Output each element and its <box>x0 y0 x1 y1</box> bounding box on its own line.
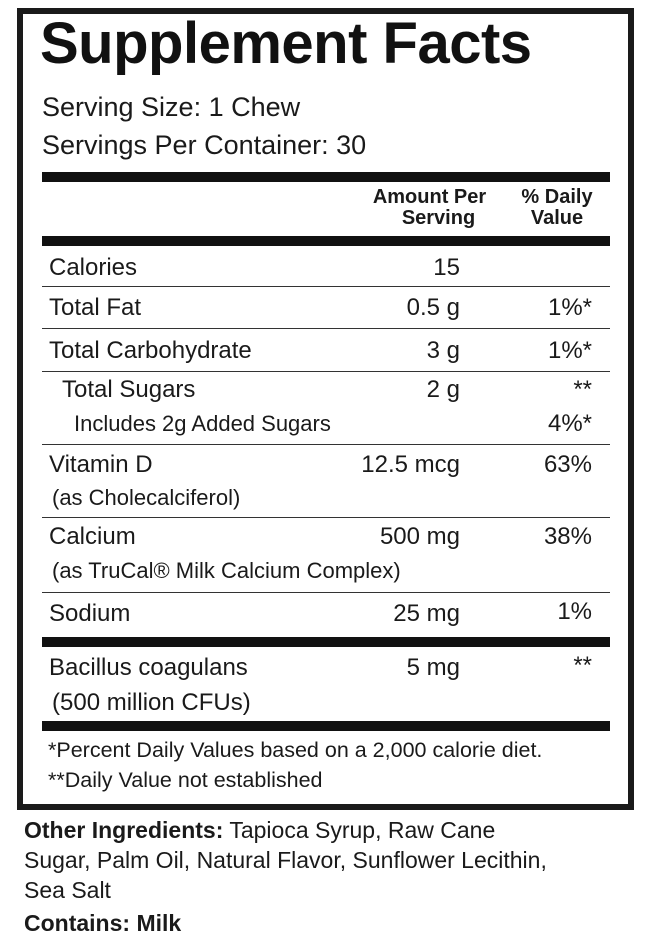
nutrient-amount: 2 g <box>426 376 460 403</box>
divider-thin <box>42 517 610 518</box>
nutrient-amount: 500 mg <box>379 523 460 550</box>
nutrient-name: Total Fat <box>49 294 142 321</box>
dv-header-line1: % Daily <box>521 186 593 208</box>
divider-thick <box>42 172 610 182</box>
amount-header-line2: Serving <box>401 207 476 229</box>
nutrient-dv: 63% <box>543 451 592 478</box>
nutrient-dv: ** <box>573 376 592 403</box>
nutrient-dv: 38% <box>543 523 592 550</box>
divider-thick <box>42 637 610 647</box>
nutrient-amount: 12.5 mcg <box>361 451 460 478</box>
nutrient-amount: 3 g <box>426 337 460 364</box>
servings-per-container: Servings Per Container: 30 <box>42 130 367 160</box>
nutrient-dv: 1%* <box>547 294 592 321</box>
nutrient-amount: 5 mg <box>406 654 460 681</box>
nutrient-detail: (500 million CFUs) <box>52 689 251 716</box>
nutrient-dv: 1% <box>557 598 592 625</box>
nutrient-name: Includes 2g Added Sugars <box>74 411 331 436</box>
divider-thick <box>42 236 610 246</box>
divider-thin <box>42 328 610 329</box>
footnote-not-established: **Daily Value not established <box>48 768 323 792</box>
nutrient-name: Total Sugars <box>62 376 196 403</box>
serving-size: Serving Size: 1 Chew <box>42 92 301 122</box>
contains-allergen: Contains: Milk <box>24 910 182 936</box>
amount-header-line1: Amount Per <box>372 186 487 208</box>
divider-thin <box>42 592 610 593</box>
panel-title: Supplement Facts <box>40 11 532 76</box>
supplement-facts-panel <box>17 8 634 810</box>
divider-thin <box>42 371 610 372</box>
nutrient-amount: 15 <box>433 254 460 281</box>
other-ingredients-text: Tapioca Syrup, Raw Cane <box>223 817 496 843</box>
nutrient-dv: 4%* <box>547 410 592 437</box>
amount-header: Amount Per Serving <box>372 187 487 229</box>
nutrient-dv: 1%* <box>547 337 592 364</box>
divider-thin <box>42 444 610 445</box>
divider-thick <box>42 721 610 731</box>
nutrient-name: Sodium <box>49 600 131 627</box>
nutrient-detail: (as TruCal® Milk Calcium Complex) <box>52 558 401 583</box>
other-ingredients-label: Other Ingredients: <box>24 817 224 843</box>
nutrient-name: Total Carbohydrate <box>49 337 252 364</box>
nutrient-name: Calories <box>49 254 138 281</box>
divider-thin <box>42 286 610 287</box>
footnote-daily-values: *Percent Daily Values based on a 2,000 c… <box>48 738 543 762</box>
nutrient-name: Calcium <box>49 523 136 550</box>
other-ingredients: Other Ingredients: Tapioca Syrup, Raw Ca… <box>24 817 495 844</box>
nutrient-name: Vitamin D <box>49 451 153 478</box>
other-ingredients-text: Sea Salt <box>24 877 111 903</box>
nutrient-detail: (as Cholecalciferol) <box>52 485 241 510</box>
nutrient-amount: 25 mg <box>393 600 460 627</box>
daily-value-header: % Daily Value <box>512 187 602 229</box>
nutrient-amount: 0.5 g <box>406 294 460 321</box>
nutrient-dv: ** <box>573 652 592 679</box>
dv-header-line2: Value <box>530 207 584 229</box>
other-ingredients-text: Sugar, Palm Oil, Natural Flavor, Sunflow… <box>24 847 547 873</box>
nutrient-name: Bacillus coagulans <box>49 654 248 681</box>
